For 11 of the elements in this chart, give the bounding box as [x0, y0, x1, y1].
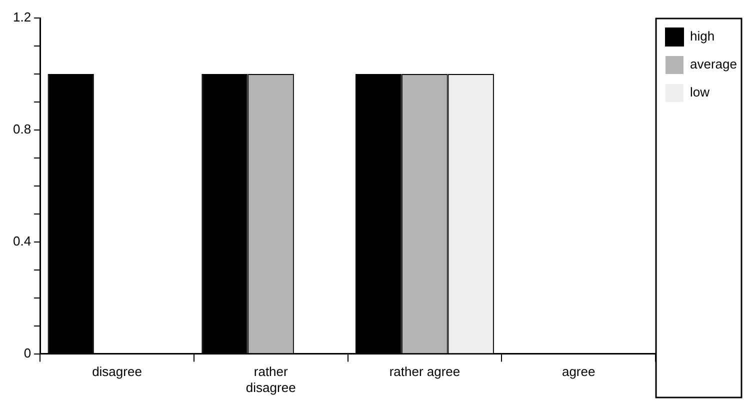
legend-label: low	[690, 84, 710, 100]
x-tick-label: rather disagree	[246, 364, 296, 395]
y-tick-label: 0.4	[12, 233, 32, 248]
legend-label: high	[690, 28, 715, 44]
y-tick-label: 1.2	[12, 10, 32, 25]
x-tick-label: disagree	[92, 364, 142, 380]
legend-label: average	[690, 56, 738, 72]
x-tick-label: agree	[562, 364, 596, 380]
x-tick-label: rather agree	[389, 364, 460, 380]
y-tick-label: 0.8	[12, 122, 32, 137]
y-tick-label: 0	[24, 345, 32, 360]
